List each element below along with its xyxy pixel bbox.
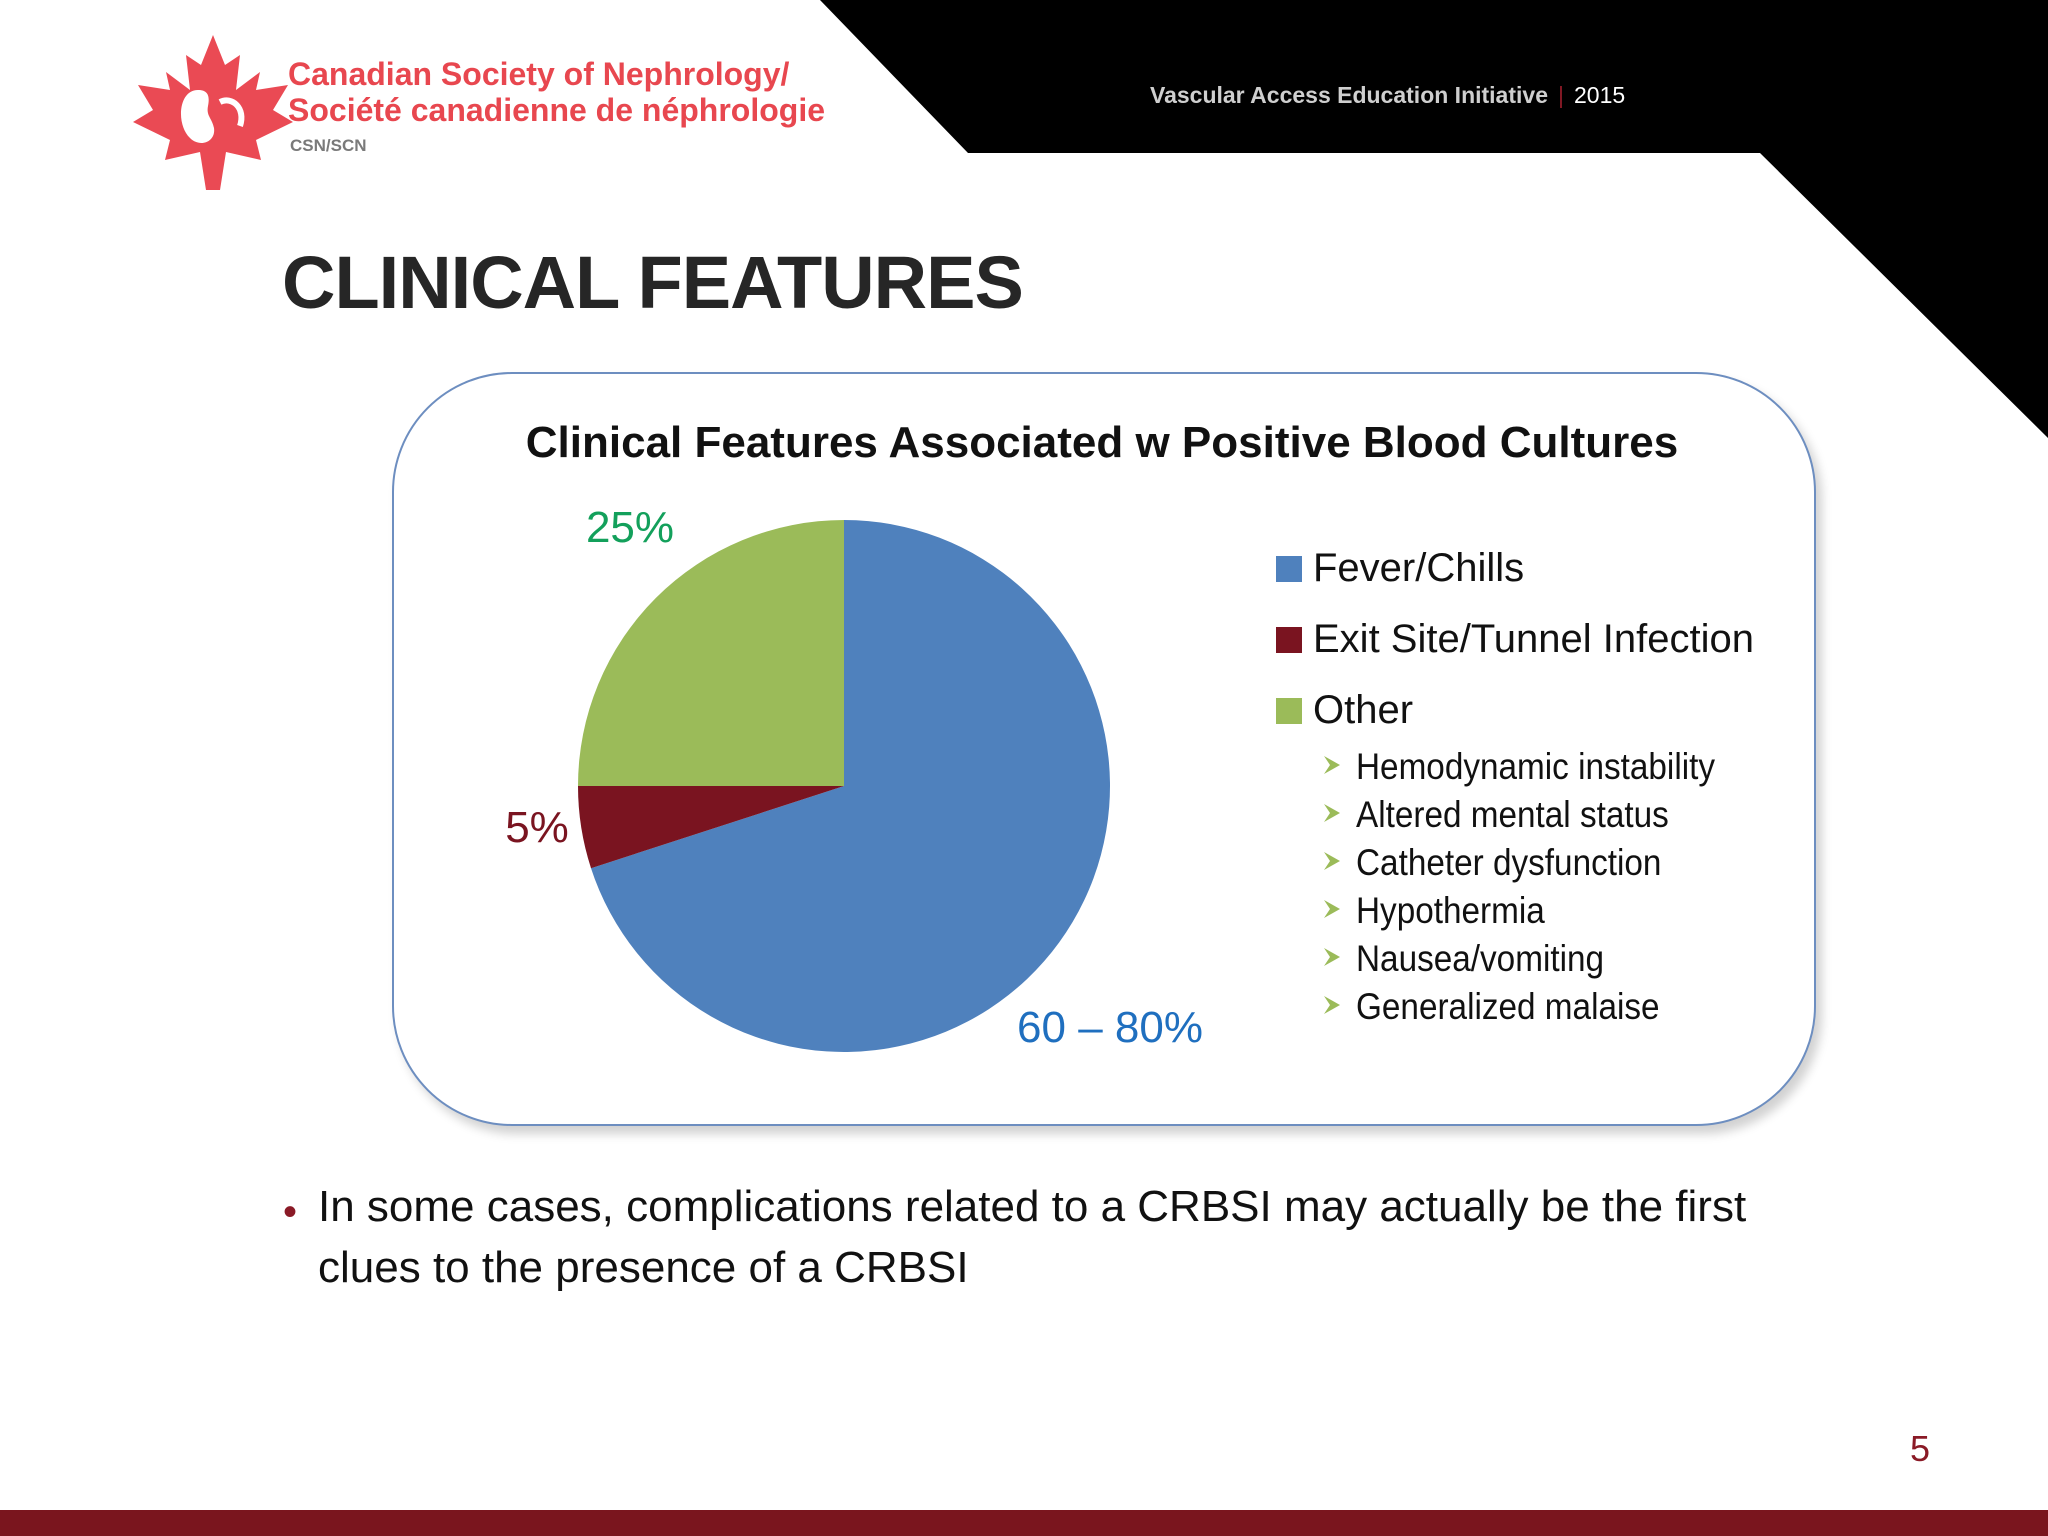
header-banner bbox=[820, 0, 2048, 438]
arrow-bullet-icon bbox=[1324, 756, 1340, 774]
other-detail-label: Generalized malaise bbox=[1356, 986, 1660, 1027]
header-year: 2015 bbox=[1573, 82, 1626, 108]
arrow-bullet-icon bbox=[1324, 996, 1340, 1014]
org-name-french: Société canadienne de néphrologie bbox=[288, 92, 826, 128]
other-detail-label: Hypothermia bbox=[1356, 890, 1545, 931]
legend-label-fever-chills: Fever/Chills bbox=[1313, 546, 1525, 590]
data-label-fever-chills: 60 – 80% bbox=[1017, 1003, 1203, 1052]
other-detail-label: Nausea/vomiting bbox=[1356, 938, 1605, 979]
chart-title: Clinical Features Associated w Positive … bbox=[525, 418, 1679, 467]
org-abbreviation: CSN/SCN bbox=[290, 136, 367, 155]
bullet-dot-icon: • bbox=[283, 1190, 298, 1234]
slide-title: CLINICAL FEATURES bbox=[282, 241, 1024, 324]
other-detail-label: Altered mental status bbox=[1356, 794, 1669, 835]
legend-swatch-other bbox=[1276, 698, 1302, 724]
legend-swatch-exit-site bbox=[1276, 627, 1302, 653]
arrow-bullet-icon bbox=[1324, 852, 1340, 870]
data-label-exit-site-tunnel-infection: 5% bbox=[505, 803, 569, 852]
org-name-english: Canadian Society of Nephrology/ bbox=[288, 56, 790, 92]
data-label-other: 25% bbox=[586, 503, 674, 552]
footer-bar bbox=[0, 1510, 2048, 1536]
header-initiative: Vascular Access Education Initiative | 201… bbox=[1150, 82, 1625, 109]
bullet-text: In some cases, complications related to … bbox=[318, 1182, 1747, 1292]
arrow-bullet-icon bbox=[1324, 948, 1340, 966]
other-detail-label: Catheter dysfunction bbox=[1356, 842, 1662, 883]
pie-slice-other bbox=[578, 520, 844, 786]
legend-label-exit-site: Exit Site/Tunnel Infection bbox=[1313, 617, 1754, 661]
other-detail-label: Hemodynamic instability bbox=[1356, 746, 1716, 787]
maple-leaf-logo-icon bbox=[133, 35, 293, 190]
legend-label-other: Other bbox=[1313, 688, 1414, 732]
arrow-bullet-icon bbox=[1324, 804, 1340, 822]
initiative-name: Vascular Access Education Initiative bbox=[1150, 82, 1548, 108]
legend-swatch-fever-chills bbox=[1276, 556, 1302, 582]
arrow-bullet-icon bbox=[1324, 900, 1340, 918]
pie-slice-exit-site-tunnel-infection bbox=[578, 786, 844, 869]
pie-slice-fever-chills bbox=[591, 520, 1111, 1052]
page-number: 5 bbox=[1910, 1428, 1931, 1469]
header-separator: | bbox=[1558, 82, 1564, 108]
